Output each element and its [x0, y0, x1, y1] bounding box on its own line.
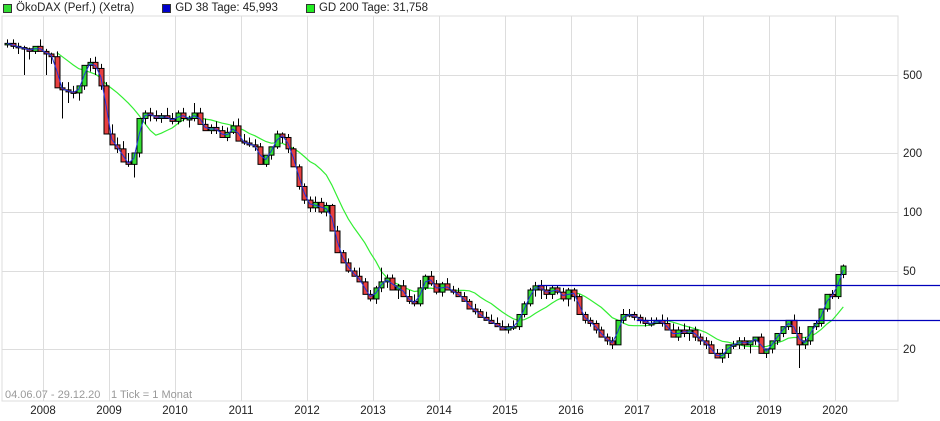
legend-item-gd200: GD 200 Tage: 31,758 [305, 1, 429, 15]
chart-legend: ÖkoDAX (Perf.) (Xetra) GD 38 Tage: 45,99… [3, 1, 456, 15]
legend-swatch-green [3, 3, 12, 13]
svg-text:2011: 2011 [229, 405, 254, 417]
svg-text:50: 50 [903, 266, 916, 278]
svg-text:2018: 2018 [690, 405, 716, 417]
svg-text:2013: 2013 [360, 405, 386, 417]
ma200-line [56, 52, 844, 348]
svg-text:2009: 2009 [96, 405, 122, 417]
grid-lines [1, 15, 899, 402]
tick-info-label: 1 Tick = 1 Monat [111, 389, 192, 401]
legend-swatch-blue [162, 3, 172, 13]
horizontal-resistance-lines [537, 284, 940, 322]
y-axis: 20 50 100 200 500 [903, 70, 922, 356]
svg-text:20: 20 [903, 344, 916, 356]
ma38-line [7, 42, 844, 357]
x-axis: 2008 2009 2010 2011 2012 2013 2014 2015 2016 2017… [30, 405, 848, 417]
legend-label: GD 38 Tage: 45,993 [175, 2, 278, 14]
date-range-label: 04.06.07 - 29.12.20 [5, 389, 100, 401]
svg-text:2012: 2012 [294, 405, 320, 417]
svg-text:200: 200 [903, 148, 922, 160]
candles [4, 39, 847, 368]
svg-text:100: 100 [903, 207, 922, 219]
svg-text:2008: 2008 [30, 405, 56, 417]
legend-label: GD 200 Tage: 31,758 [318, 2, 429, 14]
legend-label: ÖkoDAX (Perf.) (Xetra) [16, 2, 135, 14]
svg-text:500: 500 [903, 70, 922, 82]
svg-text:2016: 2016 [558, 405, 584, 417]
svg-text:2010: 2010 [162, 405, 188, 417]
svg-text:2020: 2020 [822, 405, 848, 417]
svg-text:2015: 2015 [492, 405, 518, 417]
svg-text:2019: 2019 [756, 405, 782, 417]
legend-swatch-green [305, 3, 315, 13]
svg-text:2017: 2017 [624, 405, 650, 417]
legend-item-gd38: GD 38 Tage: 45,993 [162, 1, 278, 15]
legend-item-oekodax: ÖkoDAX (Perf.) (Xetra) [3, 1, 134, 15]
svg-text:2014: 2014 [426, 405, 452, 417]
